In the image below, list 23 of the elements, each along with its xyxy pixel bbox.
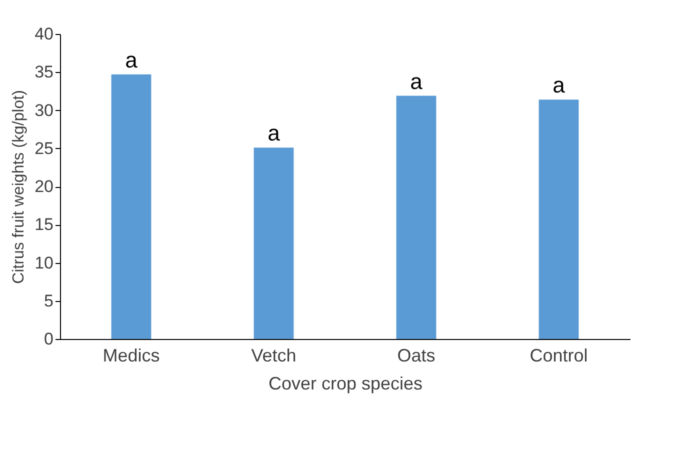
annotation: a [552,72,566,98]
y-tick-label: 20 [34,177,54,196]
y-tick-label: 0 [44,330,54,348]
x-tick-label: Vetch [251,346,296,366]
y-tick-label: 10 [34,253,54,272]
annotation: a [268,120,281,146]
x-tick-label: Oats [397,346,436,366]
y-tick-label: 35 [34,62,54,82]
annotation: a [125,47,138,72]
y-tick-label: 5 [44,291,54,310]
y-tick-label: 30 [34,100,54,120]
x-tick-label: Medics [102,346,160,366]
x-axis-title: Cover crop species [268,374,423,394]
y-tick-label: 25 [34,138,54,158]
bar [111,74,152,339]
y-tick-label: 15 [34,215,54,234]
bar [254,148,294,339]
y-axis-title: Citrus fruit weights (kg/plot) [10,90,28,284]
annotation: a [410,68,424,94]
x-tick-label: Control [530,346,588,366]
bar [538,100,579,339]
bar [396,96,436,339]
y-tick-label: 40 [34,24,54,44]
